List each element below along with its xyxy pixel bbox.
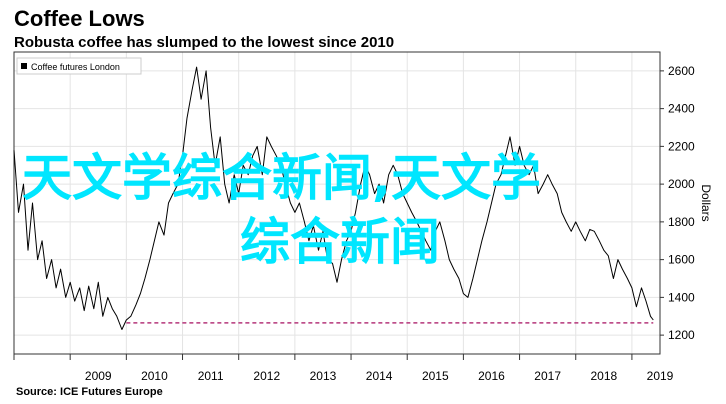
x-tick-label: 2019 <box>647 369 674 383</box>
y-axis-label: Dollars <box>699 184 713 221</box>
y-tick-label: 2200 <box>668 139 695 153</box>
y-tick-label: 1200 <box>668 328 695 342</box>
legend-box <box>16 57 142 75</box>
y-tick-label: 1800 <box>668 215 695 229</box>
grid <box>13 52 660 354</box>
y-tick-label: 2400 <box>668 102 695 116</box>
x-axis: 2009 2010 2011 2012 2013 2014 2015 2016 2017 2018… <box>13 354 674 383</box>
series-layer <box>13 66 654 330</box>
legend: Coffee futures London <box>16 57 142 75</box>
y-tick-label: 1400 <box>668 290 695 304</box>
legend-label: Coffee futures London <box>31 62 120 72</box>
x-tick-label: 2014 <box>366 369 393 383</box>
y-tick-label: 1600 <box>668 253 695 267</box>
x-tick-label: 2011 <box>198 369 224 383</box>
x-tick-label: 2015 <box>422 369 449 383</box>
chart-title: Coffee Lows <box>14 6 145 31</box>
x-tick-label: 2018 <box>590 369 617 383</box>
source-note: Source: ICE Futures Europe <box>16 386 163 398</box>
y-tick-label: 2000 <box>668 177 695 191</box>
series-line-coffee-futures-london <box>13 66 654 330</box>
x-tick-label: 2017 <box>534 369 561 383</box>
x-tick-label: 2012 <box>253 369 280 383</box>
y-tick-label: 2600 <box>668 64 695 78</box>
x-tick-label: 2013 <box>310 369 337 383</box>
legend-swatch <box>21 63 27 69</box>
chart-subtitle: Robusta coffee has slumped to the lowest… <box>14 34 395 51</box>
plot-frame <box>13 51 661 355</box>
x-tick-label: 2016 <box>478 369 505 383</box>
x-tick-label: 2009 <box>85 369 112 383</box>
x-tick-label: 2010 <box>141 369 168 383</box>
y-axis: 1200 1400 1600 1800 2000 2200 2400 2600 Dollars <box>660 64 713 342</box>
